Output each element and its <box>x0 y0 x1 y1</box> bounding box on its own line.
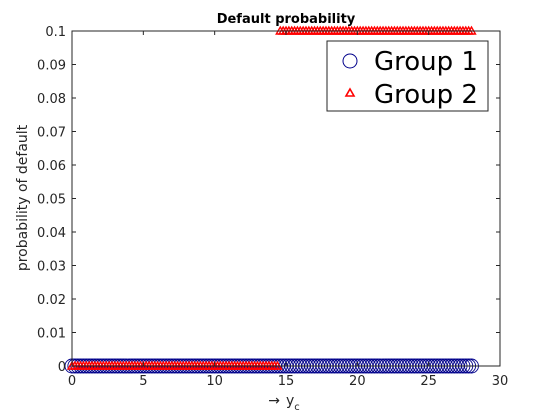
y-tick-label: 0.06 <box>37 159 66 174</box>
x-tick-label: 20 <box>349 374 366 389</box>
y-tick-label: 0.04 <box>37 226 66 241</box>
x-tick-label: 10 <box>206 374 223 389</box>
legend-marker-group-1 <box>342 53 358 69</box>
axis-ticks: 0 5 10 15 20 25 30 0 0.01 0.02 0.03 0.04 0.05 0.06 0.0… <box>37 25 508 389</box>
legend-label-group-2: Group 2 <box>374 80 478 110</box>
y-tick-label: 0.07 <box>37 126 66 141</box>
x-tick-label: 5 <box>139 374 147 389</box>
x-tick-label: 0 <box>68 374 76 389</box>
x-axis-label-subscript: c <box>294 402 300 413</box>
legend-box <box>326 40 489 112</box>
y-tick-label: 0.09 <box>37 59 66 74</box>
y-axis-label: probability of default <box>15 124 31 271</box>
x-axis-label-arrow: → <box>268 393 280 409</box>
x-axis-label: → yc <box>268 393 300 413</box>
x-tick-label: 25 <box>420 374 437 389</box>
legend-label-group-1: Group 1 <box>374 47 478 77</box>
y-tick-label: 0 <box>58 360 66 375</box>
legend-marker-group-2 <box>344 87 356 97</box>
x-tick-label: 30 <box>492 374 509 389</box>
x-tick-label: 15 <box>278 374 295 389</box>
y-tick-label: 0.02 <box>37 293 66 308</box>
y-tick-label: 0.08 <box>37 92 66 107</box>
y-tick-label: 0.1 <box>45 25 66 40</box>
y-tick-label: 0.05 <box>37 193 66 208</box>
y-tick-label: 0.01 <box>37 327 66 342</box>
y-tick-label: 0.03 <box>37 260 66 275</box>
chart-title: Default probability <box>217 12 356 27</box>
x-axis-label-main: y <box>286 393 294 409</box>
legend: Group 1 Group 2 <box>326 40 489 112</box>
